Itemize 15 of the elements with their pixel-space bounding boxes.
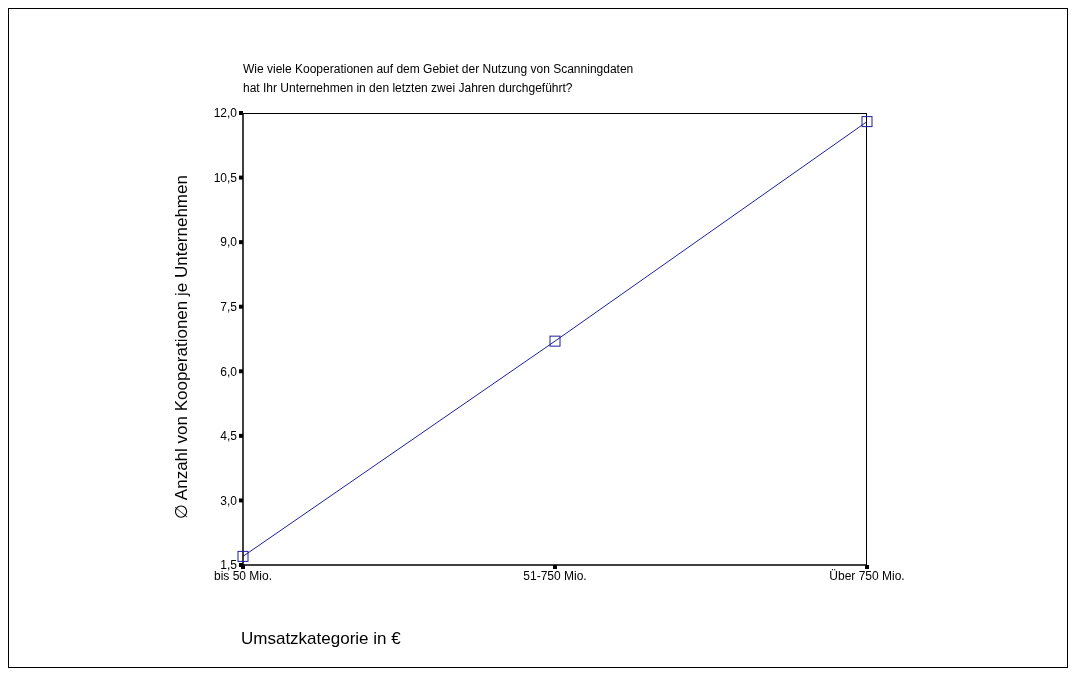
y-tick-label: 3,0 (220, 493, 238, 508)
point (549, 335, 561, 347)
y-tick-label: 12,0 (213, 106, 238, 121)
y-tick-label: 7,5 (220, 299, 238, 314)
y-tick-label: 10,5 (213, 170, 238, 185)
x-tick-label: Über 750 Mio. (829, 568, 905, 583)
y-tick-label: 9,0 (220, 235, 238, 250)
y-axis-title: ∅ Anzahl von Kooperationen je Unternehmen (170, 175, 192, 519)
chart-title: Wie viele Kooperationen auf dem Gebiet der Nutzung von Scanningdaten hat Ihr Unternehmen in den letzten zwei Jahren durchgeführt? (243, 61, 634, 97)
point (861, 116, 873, 128)
x-axis-title: Umsatzkategorie in € (241, 629, 401, 649)
x-tick-label: 51-750 Mio. (523, 568, 587, 583)
y-tick-label: 4,5 (220, 429, 238, 444)
y-tick-label: 6,0 (220, 364, 238, 379)
point (237, 550, 249, 562)
